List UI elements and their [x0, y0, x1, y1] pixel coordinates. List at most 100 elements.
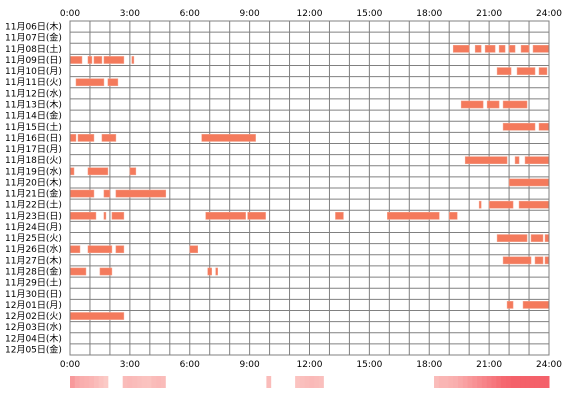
activity-segment	[201, 134, 256, 142]
row-label: 12月02日(火)	[5, 311, 62, 322]
activity-segment	[99, 267, 113, 276]
heat-bin	[252, 376, 258, 388]
activity-segment	[498, 45, 506, 53]
row-label: 11月11日(火)	[5, 77, 62, 88]
heat-bin	[189, 376, 196, 388]
activity-segment	[101, 134, 117, 142]
activity-segment	[69, 167, 75, 176]
heat-bin	[295, 376, 301, 388]
heat-bin	[261, 376, 267, 388]
heat-bin	[280, 376, 287, 388]
activity-segment	[464, 156, 508, 164]
heat-bin	[228, 376, 234, 388]
activity-segment	[103, 212, 107, 220]
heat-bin	[218, 376, 224, 388]
x-tick-label-top: 21:00	[476, 9, 502, 19]
heat-bin	[357, 376, 363, 388]
x-tick-label-top: 0:00	[60, 9, 80, 19]
heat-bin	[520, 376, 526, 388]
heat-bin	[338, 376, 344, 388]
heat-bin	[151, 376, 157, 388]
heat-bin	[481, 376, 488, 388]
activity-segment	[131, 56, 135, 64]
row-label: 11月09日(日)	[5, 55, 62, 66]
heat-bin	[199, 376, 205, 388]
activity-segment	[508, 45, 516, 53]
activity-segment	[215, 267, 218, 276]
heat-bin	[534, 376, 540, 388]
row-label: 12月01日(月)	[5, 300, 62, 311]
heat-bin	[84, 376, 90, 388]
x-tick-label-top: 18:00	[416, 9, 442, 19]
row-label: 11月10日(月)	[5, 66, 62, 77]
heat-bin	[424, 376, 430, 388]
activity-segment	[69, 267, 87, 276]
activity-bars	[69, 45, 550, 320]
row-label: 11月23日(日)	[5, 211, 62, 222]
heat-bin	[448, 376, 454, 388]
heat-bin	[108, 376, 114, 388]
heat-bin	[376, 376, 382, 388]
heat-bin	[122, 376, 128, 388]
activity-segment	[387, 212, 440, 220]
activity-segment	[69, 245, 81, 254]
row-label: 11月29日(土)	[5, 277, 62, 289]
heat-bin	[165, 376, 172, 388]
heat-bin	[285, 376, 291, 388]
row-label: 11月27日(木)	[5, 254, 62, 266]
heat-bin	[204, 376, 210, 388]
row-labels: 11月06日(木)11月07日(金)11月08日(土)11月09日(日)11月1…	[5, 21, 62, 356]
heat-bin	[290, 376, 296, 388]
row-label: 11月12日(水)	[5, 87, 62, 99]
heat-bin	[328, 376, 334, 388]
activity-segment	[460, 100, 484, 109]
activity-segment	[87, 167, 109, 176]
heat-bin	[127, 376, 133, 388]
activity-segment	[496, 234, 528, 242]
heat-bin	[156, 376, 162, 388]
activity-segment	[508, 178, 550, 187]
heat-bin	[410, 376, 416, 388]
heat-bin	[434, 376, 440, 388]
activity-segment	[544, 234, 550, 242]
heat-bin	[371, 376, 378, 388]
activity-segment	[69, 189, 95, 198]
heat-bin	[414, 376, 421, 388]
heat-bin	[462, 376, 469, 388]
activity-segment	[486, 100, 500, 109]
activity-segment	[69, 56, 83, 64]
row-label: 12月03日(水)	[5, 321, 62, 333]
activity-segment	[506, 301, 514, 309]
x-tick-label-top: 24:00	[536, 9, 562, 19]
heat-bin	[74, 376, 81, 388]
activity-segment	[69, 212, 97, 220]
heat-bin	[314, 376, 320, 388]
activity-segment	[502, 256, 532, 265]
activity-segment	[335, 212, 344, 220]
row-label: 11月22日(土)	[5, 199, 62, 211]
x-tick-label-bottom: 21:00	[476, 360, 502, 370]
x-tick-label-bottom: 12:00	[297, 360, 323, 370]
heat-bin	[161, 376, 167, 388]
heat-bin	[390, 376, 397, 388]
heat-bin	[366, 376, 373, 388]
heat-bin	[438, 376, 445, 388]
activity-segment	[103, 56, 125, 64]
row-label: 11月06日(木)	[5, 21, 62, 33]
heat-bin	[323, 376, 330, 388]
activity-segment	[115, 189, 167, 198]
heat-bin	[486, 376, 493, 388]
activity-segment	[496, 67, 512, 75]
heat-bin	[299, 376, 306, 388]
row-label: 11月14日(金)	[5, 110, 62, 122]
heat-bin	[247, 376, 253, 388]
activity-segment	[502, 100, 528, 109]
heat-bin	[184, 376, 191, 388]
activity-segment	[522, 301, 550, 309]
heat-bin	[453, 376, 459, 388]
x-tick-label-bottom: 15:00	[356, 360, 382, 370]
heat-bin	[544, 376, 550, 388]
heat-bin	[419, 376, 425, 388]
activity-segment	[77, 134, 95, 142]
heat-bin	[525, 376, 531, 388]
